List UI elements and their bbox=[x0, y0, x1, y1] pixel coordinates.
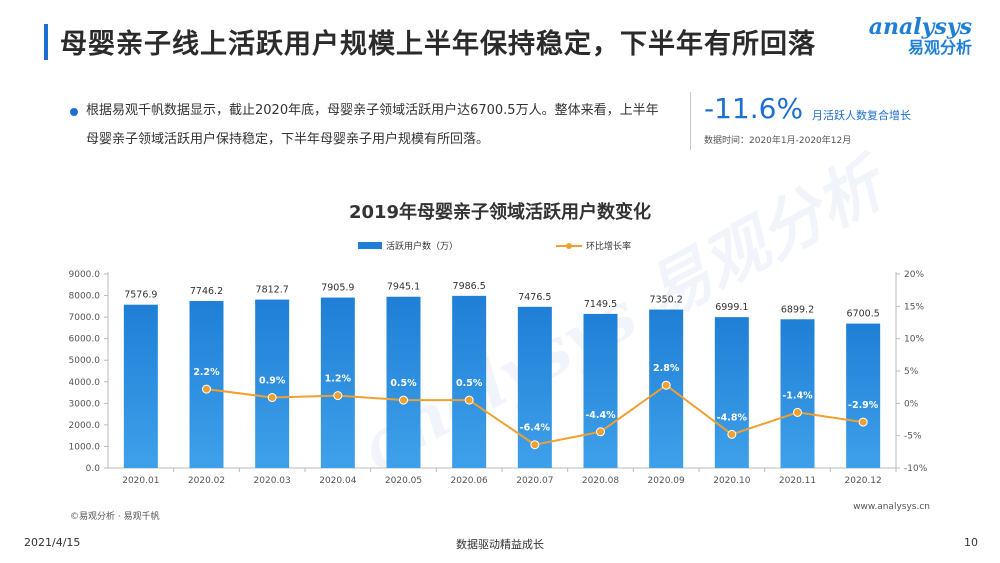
bar bbox=[255, 299, 290, 468]
bullet-dot-icon bbox=[70, 108, 78, 116]
bar bbox=[189, 301, 224, 468]
chart-title: 2019年母婴亲子领域活跃用户数变化 bbox=[348, 202, 652, 223]
left-tick-label: 3000.0 bbox=[69, 399, 101, 409]
bar-value-label: 7149.5 bbox=[584, 299, 617, 310]
growth-rate-label: -4.4% bbox=[585, 410, 616, 421]
footer-slogan: 数据驱动精益成长 bbox=[456, 538, 544, 551]
growth-rate-point bbox=[267, 393, 277, 403]
bar-value-label: 7350.2 bbox=[650, 295, 683, 306]
x-tick-label: 2020.09 bbox=[648, 476, 685, 486]
x-tick-label: 2020.06 bbox=[451, 476, 488, 486]
growth-rate-point bbox=[202, 384, 211, 394]
stat-time: 数据时间：2020年1月-2020年12月 bbox=[704, 136, 852, 146]
stat-value: -11.6% bbox=[704, 92, 804, 125]
page-number: 10 bbox=[964, 536, 978, 549]
left-tick-label: 2000.0 bbox=[69, 421, 101, 431]
source-note: ©易观分析 · 易观千帆 bbox=[70, 512, 160, 522]
growth-rate-point bbox=[399, 395, 408, 405]
bar-value-label: 7986.5 bbox=[453, 281, 486, 292]
left-tick-label: 6000.0 bbox=[69, 335, 101, 345]
bar-value-label: 7576.9 bbox=[124, 290, 157, 301]
bar bbox=[780, 319, 815, 468]
divider bbox=[690, 92, 691, 150]
bar-value-label: 7476.5 bbox=[518, 292, 551, 303]
x-tick-label: 2020.07 bbox=[516, 476, 553, 486]
growth-rate-label: -1.4% bbox=[782, 390, 813, 401]
stat-label: 月活跃人数复合增长 bbox=[812, 109, 911, 122]
legend-line-marker bbox=[566, 243, 572, 249]
right-tick-label: 20% bbox=[904, 270, 924, 280]
growth-rate-label: 0.5% bbox=[390, 378, 417, 389]
right-tick-label: 10% bbox=[904, 335, 924, 345]
bar bbox=[123, 304, 158, 468]
footer-date: 2021/4/15 bbox=[24, 536, 81, 549]
left-tick-label: 0.0 bbox=[86, 464, 101, 474]
summary-text: 根据易观千帆数据显示，截止2020年底，母婴亲子领域活跃用户达6700.5万人。… bbox=[86, 103, 659, 147]
bar-value-label: 7905.9 bbox=[321, 283, 354, 294]
growth-rate-point bbox=[596, 427, 605, 437]
growth-rate-point bbox=[661, 380, 671, 390]
bar-value-label: 6700.5 bbox=[847, 309, 880, 320]
right-tick-label: 15% bbox=[904, 302, 924, 312]
title-accent-bar bbox=[44, 24, 48, 60]
bar-value-label: 7945.1 bbox=[387, 282, 420, 293]
left-tick-label: 7000.0 bbox=[69, 313, 101, 323]
growth-rate-label: 1.2% bbox=[325, 374, 352, 385]
x-tick-label: 2020.03 bbox=[254, 476, 291, 486]
right-tick-label: -5% bbox=[904, 432, 922, 442]
growth-rate-label: 2.2% bbox=[193, 367, 220, 378]
bar-value-label: 7812.7 bbox=[256, 285, 289, 296]
right-tick-label: 5% bbox=[904, 367, 919, 377]
x-tick-label: 2020.02 bbox=[188, 476, 225, 486]
left-tick-label: 5000.0 bbox=[69, 356, 101, 366]
left-tick-label: 9000.0 bbox=[69, 270, 101, 280]
page-title: 母婴亲子线上活跃用户规模上半年保持稳定，下半年有所回落 bbox=[60, 29, 816, 60]
bar bbox=[452, 295, 487, 468]
right-tick-label: 0% bbox=[904, 399, 919, 409]
bar bbox=[846, 323, 881, 468]
left-tick-label: 8000.0 bbox=[69, 292, 101, 302]
growth-rate-label: -6.4% bbox=[520, 423, 551, 434]
left-tick-label: 1000.0 bbox=[69, 442, 101, 452]
x-tick-label: 2020.01 bbox=[122, 476, 159, 486]
bar bbox=[386, 296, 421, 468]
growth-rate-point bbox=[464, 395, 474, 405]
x-tick-label: 2020.08 bbox=[582, 476, 619, 486]
bar-value-label: 7746.2 bbox=[190, 286, 223, 297]
x-tick-label: 2020.04 bbox=[319, 476, 356, 486]
growth-rate-point bbox=[858, 417, 868, 427]
growth-rate-point bbox=[793, 407, 802, 417]
legend-line-label: 环比增长率 bbox=[586, 240, 631, 252]
x-tick-label: 2020.11 bbox=[779, 476, 816, 486]
bar-value-label: 6999.1 bbox=[715, 302, 748, 313]
bar bbox=[583, 313, 618, 468]
combo-chart: 活跃用户数（万） 环比增长率 0.0 1000.0 2000.0 3000.0 4000.0… bbox=[69, 240, 928, 486]
logo-text-en: analysys bbox=[868, 14, 972, 40]
brand-logo: analysys 易观分析 bbox=[869, 16, 972, 58]
x-tick-label: 2020.10 bbox=[713, 476, 750, 486]
website-link[interactable]: www.analysys.cn bbox=[853, 502, 930, 512]
growth-rate-point bbox=[530, 440, 540, 450]
growth-rate-label: -2.9% bbox=[848, 400, 879, 411]
x-tick-label: 2020.05 bbox=[385, 476, 422, 486]
bar bbox=[320, 297, 355, 468]
growth-rate-label: -4.8% bbox=[717, 412, 748, 423]
x-tick-label: 2020.12 bbox=[845, 476, 882, 486]
legend-bar-swatch bbox=[358, 242, 382, 249]
growth-rate-point bbox=[727, 429, 737, 439]
bar-value-label: 6899.2 bbox=[781, 304, 814, 315]
right-tick-label: -10% bbox=[904, 464, 928, 474]
growth-rate-label: 2.8% bbox=[653, 363, 680, 374]
growth-rate-label: 0.5% bbox=[456, 378, 483, 389]
growth-rate-point bbox=[333, 391, 343, 401]
left-tick-label: 4000.0 bbox=[69, 378, 101, 388]
logo-text-cn: 易观分析 bbox=[907, 38, 972, 57]
legend-bar-label: 活跃用户数（万） bbox=[386, 240, 458, 252]
growth-rate-label: 0.9% bbox=[259, 376, 286, 387]
bar bbox=[714, 317, 749, 468]
